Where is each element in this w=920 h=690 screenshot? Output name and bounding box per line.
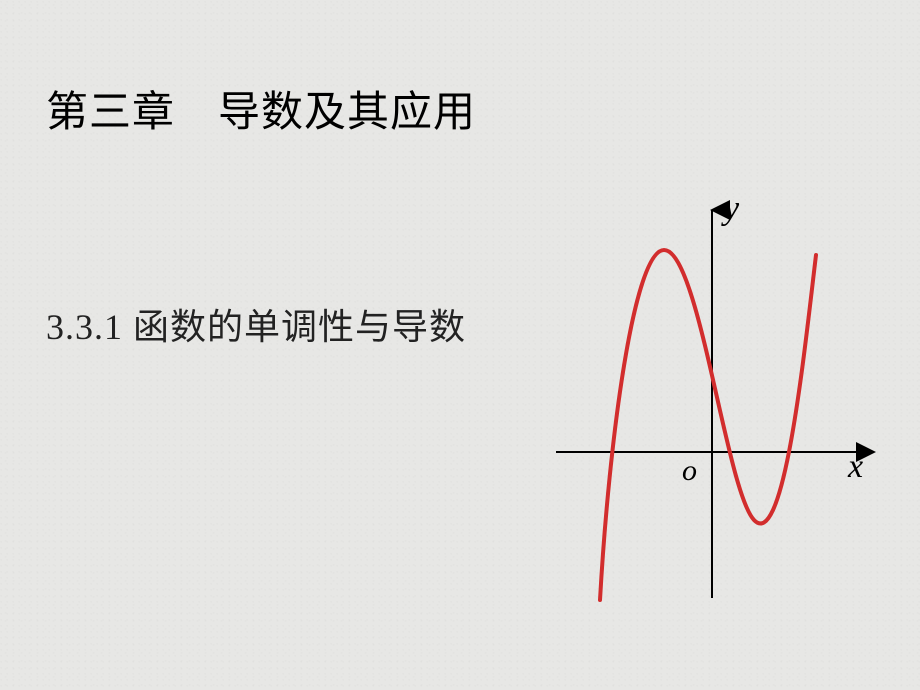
chapter-number: 第三章 bbox=[46, 90, 175, 136]
section-number: 3.3.1 bbox=[46, 307, 123, 347]
chapter-title: 导数及其应用 bbox=[218, 90, 476, 136]
function-graph bbox=[544, 180, 884, 610]
origin-label: o bbox=[682, 454, 697, 488]
section-title: 函数的单调性与导数 bbox=[133, 307, 466, 347]
section-heading: 3.3.1 函数的单调性与导数 bbox=[46, 298, 466, 350]
chapter-spacer bbox=[175, 90, 218, 136]
y-axis-label: y bbox=[724, 190, 739, 228]
section-spacer bbox=[123, 307, 133, 347]
x-axis-label: x bbox=[848, 448, 863, 486]
cubic-curve bbox=[600, 250, 816, 600]
chapter-heading: 第三章 导数及其应用 bbox=[46, 78, 476, 139]
